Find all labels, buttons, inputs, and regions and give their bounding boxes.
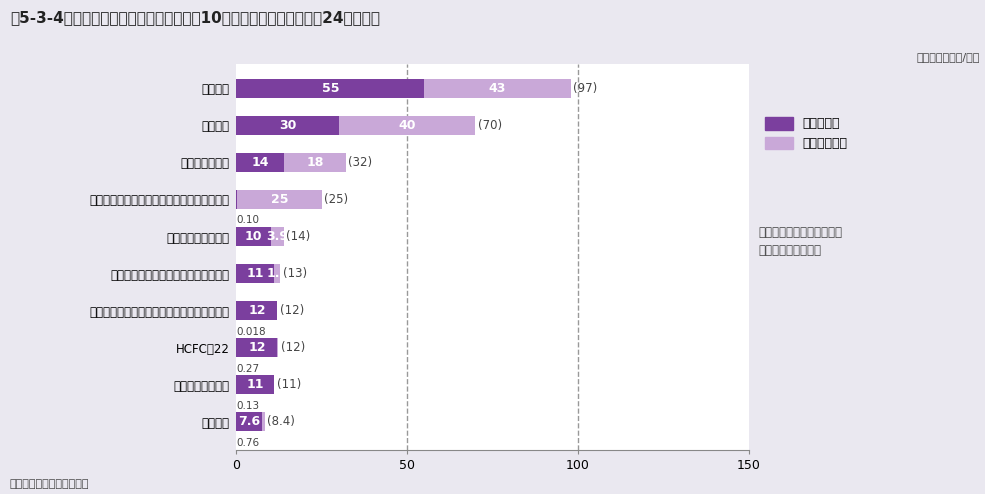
Bar: [285, 153, 346, 172]
Text: 資料：経済産業省、環境省: 資料：経済産業省、環境省: [10, 479, 90, 489]
Text: （　）内は、届出排出量・
届出外排出量の合計: （ ）内は、届出排出量・ 届出外排出量の合計: [758, 226, 843, 257]
Text: （単位：千トン/年）: （単位：千トン/年）: [917, 52, 980, 62]
Text: 30: 30: [279, 119, 296, 132]
Text: 0.13: 0.13: [236, 401, 259, 411]
Legend: 届出排出量, 届出外排出量: 届出排出量, 届出外排出量: [765, 117, 848, 150]
Text: (70): (70): [478, 119, 502, 132]
Text: (12): (12): [280, 304, 304, 317]
Text: 40: 40: [398, 119, 416, 132]
Text: (14): (14): [287, 230, 310, 243]
Bar: [236, 153, 285, 172]
Bar: [236, 301, 278, 320]
Text: 43: 43: [489, 82, 506, 95]
Text: 18: 18: [306, 156, 324, 169]
Text: (97): (97): [573, 82, 598, 95]
Bar: [236, 375, 274, 394]
Text: 図5-3-4　届出排出量・届出外排出量上位10物質とその排出量（平成24年度分）: 図5-3-4 届出排出量・届出外排出量上位10物質とその排出量（平成24年度分）: [10, 10, 380, 25]
Text: 10: 10: [244, 230, 262, 243]
Bar: [236, 412, 262, 431]
Text: 11: 11: [246, 378, 264, 391]
Text: (11): (11): [277, 378, 301, 391]
Text: 25: 25: [271, 193, 289, 206]
Bar: [236, 116, 339, 135]
Bar: [236, 190, 322, 209]
Text: 0.018: 0.018: [236, 327, 266, 336]
Text: 11: 11: [246, 267, 264, 280]
Text: 55: 55: [321, 82, 339, 95]
Bar: [236, 79, 425, 98]
Text: 0.76: 0.76: [236, 438, 259, 448]
Bar: [339, 116, 476, 135]
Bar: [262, 412, 265, 431]
Bar: [236, 338, 278, 357]
Bar: [425, 79, 571, 98]
Text: 12: 12: [248, 304, 266, 317]
Text: 0.27: 0.27: [236, 364, 259, 373]
Bar: [274, 264, 281, 283]
Bar: [236, 264, 274, 283]
Bar: [236, 227, 271, 246]
Text: 3.9: 3.9: [266, 230, 289, 243]
Text: (13): (13): [283, 267, 307, 280]
Text: 14: 14: [251, 156, 269, 169]
Text: (8.4): (8.4): [267, 415, 296, 428]
Text: 12: 12: [248, 341, 266, 354]
Text: (25): (25): [324, 193, 349, 206]
Text: 0.10: 0.10: [236, 215, 259, 225]
Text: (12): (12): [281, 341, 305, 354]
Bar: [271, 227, 284, 246]
Text: 7.6: 7.6: [238, 415, 260, 428]
Text: (32): (32): [348, 156, 372, 169]
Text: 1.9: 1.9: [266, 267, 289, 280]
